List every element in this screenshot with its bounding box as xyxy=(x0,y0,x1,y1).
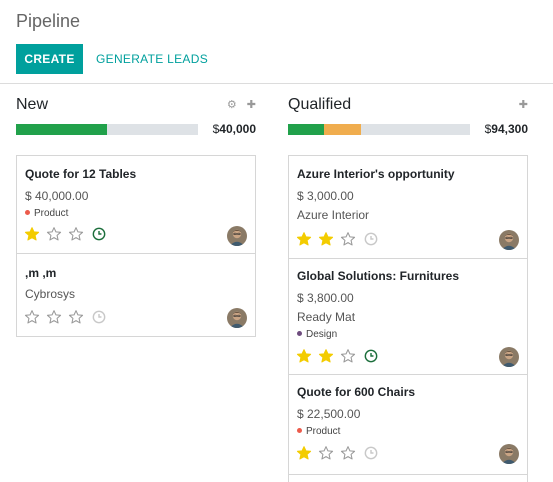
column-progress-bar[interactable] xyxy=(16,124,198,135)
activity-clock-icon[interactable] xyxy=(364,232,378,246)
generate-leads-button[interactable]: GENERATE LEADS xyxy=(88,44,216,74)
column-total: $94,300 xyxy=(484,122,528,136)
card-tag: Design xyxy=(297,329,337,340)
kanban-card[interactable]: Quote for 12 Tables $ 40,000.00 Product xyxy=(17,156,255,254)
priority-stars xyxy=(296,348,378,364)
card-amount: $ 3,800.00 xyxy=(297,291,354,305)
card-company: Cybrosys xyxy=(25,287,76,301)
star-icon[interactable] xyxy=(68,226,84,242)
kanban-card[interactable]: ,m ,m Cybrosys xyxy=(17,254,255,336)
card-name: Quote for 600 Chairs xyxy=(297,385,416,399)
activity-clock-icon[interactable] xyxy=(364,446,378,460)
page-title: Pipeline xyxy=(16,11,81,31)
kanban-column-new: New ⚙ ✚ $40,000 Quote for 12 Tables $ 40,… xyxy=(16,85,256,482)
column-title: New xyxy=(16,96,49,113)
card-name: Global Solutions: Furnitures xyxy=(297,269,459,283)
star-icon[interactable] xyxy=(46,226,62,242)
activity-clock-icon[interactable] xyxy=(364,349,378,363)
star-icon[interactable] xyxy=(24,226,40,242)
star-icon[interactable] xyxy=(318,231,334,247)
activity-clock-icon[interactable] xyxy=(92,227,106,241)
card-list: Azure Interior's opportunity $ 3,000.00 … xyxy=(288,155,528,482)
avatar[interactable] xyxy=(499,347,519,367)
column-progress-bar[interactable] xyxy=(288,124,470,135)
plus-icon[interactable]: ✚ xyxy=(246,99,256,111)
activity-clock-icon[interactable] xyxy=(92,310,106,324)
card-company: Azure Interior xyxy=(297,208,370,222)
create-button[interactable]: CREATE xyxy=(16,44,83,74)
progress-won-segment[interactable] xyxy=(16,124,107,135)
kanban-column-qualified: Qualified ✚ $94,300 Azure Interior's opp… xyxy=(288,85,528,482)
tag-dot-icon xyxy=(297,428,302,433)
progress-planned-segment[interactable] xyxy=(324,124,361,135)
star-icon[interactable] xyxy=(24,309,40,325)
card-tag: Product xyxy=(25,208,68,219)
progress-won-segment[interactable] xyxy=(288,124,325,135)
gear-icon[interactable]: ⚙ xyxy=(226,99,237,111)
plus-icon[interactable]: ✚ xyxy=(518,99,528,111)
tag-dot-icon xyxy=(25,210,30,215)
card-tag: Product xyxy=(297,426,340,437)
tag-dot-icon xyxy=(297,331,302,336)
column-actions: ⚙ ✚ xyxy=(217,98,256,111)
priority-stars xyxy=(24,226,106,242)
star-icon[interactable] xyxy=(340,445,356,461)
kanban-card[interactable]: Quote for 600 Chairs $ 22,500.00 Product xyxy=(289,375,527,475)
kanban-card[interactable]: Global Solutions: Furnitures $ 3,800.00 … xyxy=(289,259,527,375)
control-panel: Pipeline CREATE GENERATE LEADS xyxy=(0,0,553,84)
kanban-card[interactable]: Azure Interior's opportunity $ 3,000.00 … xyxy=(289,156,527,259)
star-icon[interactable] xyxy=(318,445,334,461)
star-icon[interactable] xyxy=(340,231,356,247)
column-title: Qualified xyxy=(288,96,352,113)
card-name: Azure Interior's opportunity xyxy=(297,167,455,181)
card-amount: $ 40,000.00 xyxy=(25,189,89,203)
avatar[interactable] xyxy=(499,230,519,250)
avatar[interactable] xyxy=(227,308,247,328)
star-icon[interactable] xyxy=(296,231,312,247)
card-amount: $ 3,000.00 xyxy=(297,189,354,203)
card-company: Ready Mat xyxy=(297,310,356,324)
star-icon[interactable] xyxy=(340,348,356,364)
column-actions: ✚ xyxy=(509,98,528,111)
card-amount: $ 22,500.00 xyxy=(297,407,361,421)
priority-stars xyxy=(296,445,378,461)
star-icon[interactable] xyxy=(296,348,312,364)
star-icon[interactable] xyxy=(296,445,312,461)
card-list: Quote for 12 Tables $ 40,000.00 Product … xyxy=(16,155,256,337)
star-icon[interactable] xyxy=(46,309,62,325)
priority-stars xyxy=(24,309,106,325)
avatar[interactable] xyxy=(499,444,519,464)
avatar[interactable] xyxy=(227,226,247,246)
card-name: Quote for 12 Tables xyxy=(25,167,137,181)
star-icon[interactable] xyxy=(318,348,334,364)
star-icon[interactable] xyxy=(68,309,84,325)
column-total: $40,000 xyxy=(212,122,256,136)
priority-stars xyxy=(296,231,378,247)
card-name: ,m ,m xyxy=(25,266,57,280)
